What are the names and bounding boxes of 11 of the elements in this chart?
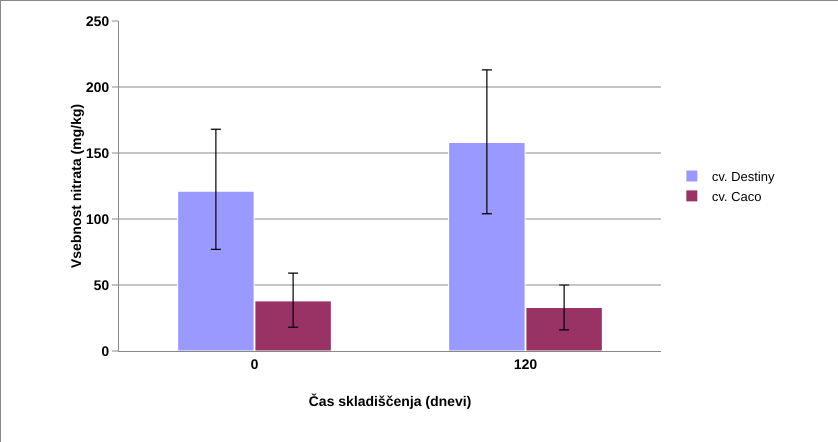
x-tick-label: 120 — [514, 356, 538, 372]
y-tick-label: 0 — [101, 342, 110, 359]
y-tick-label: 250 — [86, 12, 110, 29]
y-axis-title: Vsebnost nitrata (mg/kg) — [68, 104, 84, 268]
y-tick-label: 150 — [86, 144, 110, 161]
x-axis-title: Čas skladiščenja (dnevi) — [308, 393, 472, 410]
y-tick-label: 200 — [86, 78, 110, 95]
legend-label: cv. Caco — [712, 188, 762, 204]
y-tick-label: 50 — [94, 276, 110, 293]
y-tick-label: 100 — [86, 210, 110, 227]
legend-label: cv. Destiny — [712, 169, 775, 184]
